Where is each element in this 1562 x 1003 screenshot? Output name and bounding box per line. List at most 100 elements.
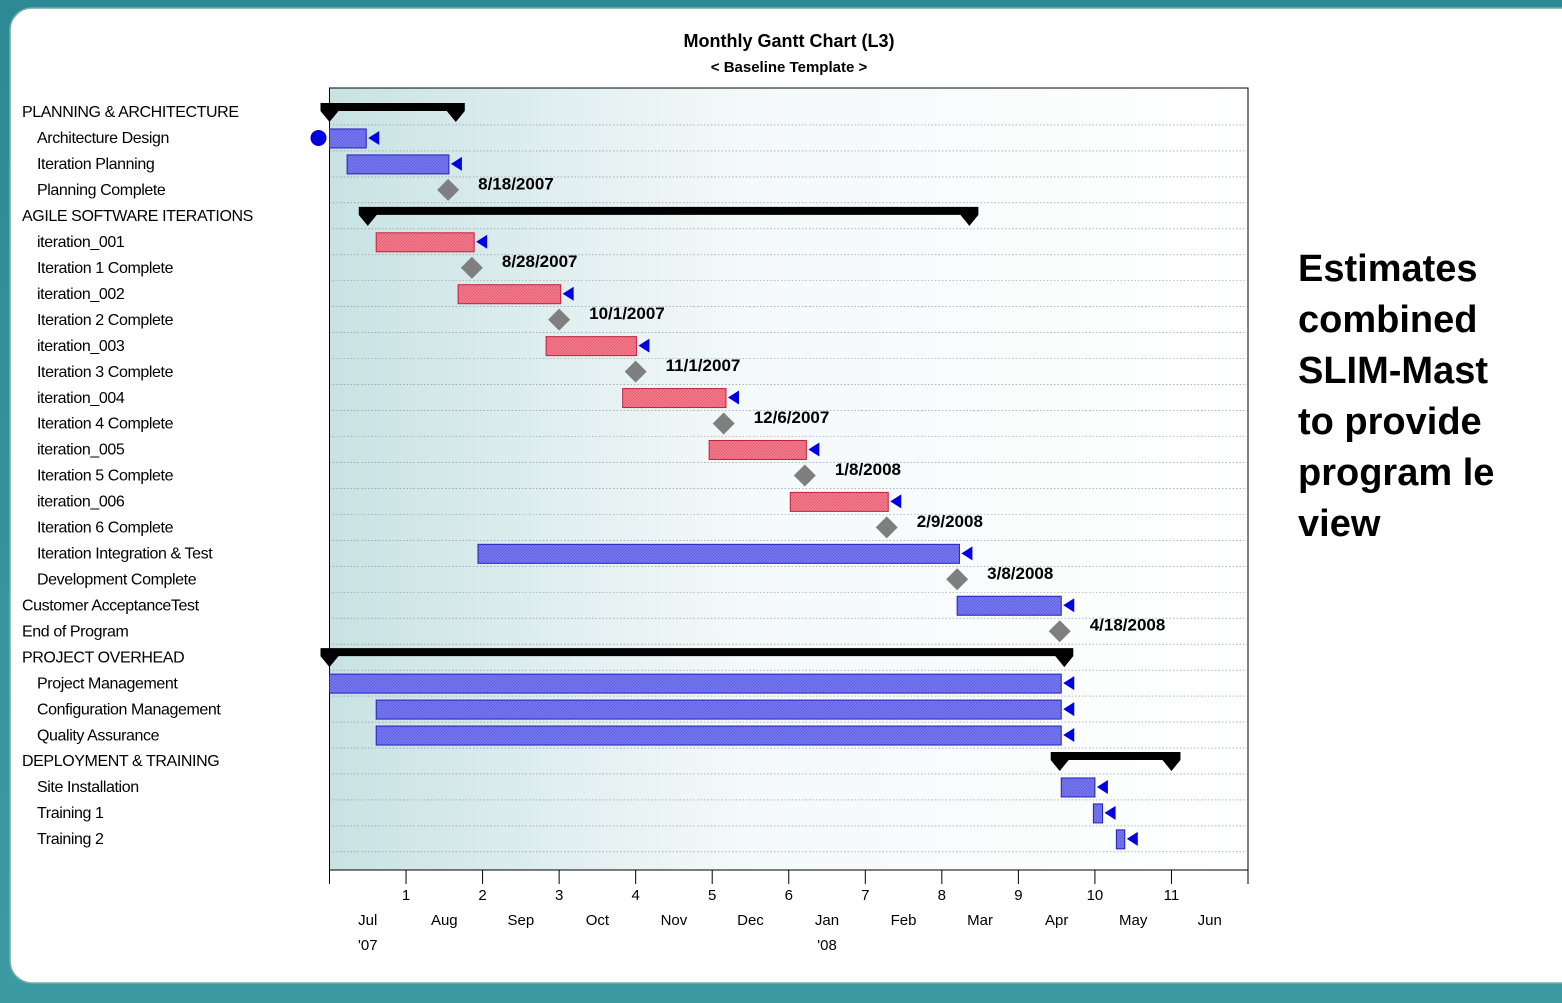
x-tick-label: 6 [785,887,793,904]
task-bar [708,439,807,460]
task-bar [622,388,727,409]
task-name: Iteration 2 Complete [37,312,174,329]
link-arrow [890,494,902,509]
x-tick-label: 1 [402,887,410,904]
month-label: Apr [1045,912,1068,929]
task-name: iteration_001 [37,234,125,251]
task-name: Planning Complete [37,182,166,199]
task-name: DEPLOYMENT & TRAINING [22,753,219,770]
month-label: May [1119,912,1148,929]
task-bar [329,673,1062,694]
task-name: Iteration 1 Complete [37,260,174,277]
task-name: iteration_002 [37,286,125,303]
task-bar [375,699,1062,720]
task-name: Iteration 6 Complete [37,520,174,537]
milestone-label: 11/1/2007 [666,356,741,375]
side-text: view [1298,503,1381,545]
link-arrow [638,338,650,353]
milestone [712,412,735,435]
milestone-label: 10/1/2007 [589,304,665,323]
task-name: Iteration 5 Complete [37,468,174,485]
task-bar [375,232,475,253]
task-name: Project Management [37,675,178,692]
task-name: Iteration Integration & Test [37,546,213,563]
x-tick-label: 3 [555,887,563,904]
task-name: Training 1 [37,805,104,822]
task-name: Training 2 [37,831,104,848]
task-name: PROJECT OVERHEAD [22,649,184,666]
month-label: Jan [815,912,839,929]
link-arrow [476,234,488,249]
link-arrow [1096,779,1108,794]
start-marker [310,129,327,146]
milestone-label: 1/8/2008 [835,460,901,479]
milestone [1048,620,1071,643]
milestone [875,516,898,539]
x-tick-label: 7 [861,887,869,904]
gantt: 1 2 3 4 5 6 7 8 9 10 11 Jul '07 Aug Sep Oct Nov Dec Jan '08… [22,103,1494,954]
milestone-label: 12/6/2007 [754,408,830,427]
task-name: AGILE SOFTWARE ITERATIONS [22,208,253,225]
link-arrow [1063,598,1075,613]
task-bar [545,336,637,357]
task-name: Iteration 3 Complete [37,364,174,381]
x-tick-label: 2 [478,887,486,904]
milestone-label: 8/18/2007 [478,174,554,193]
milestone-label: 4/18/2008 [1090,616,1166,635]
x-tick-label: 8 [938,887,946,904]
milestone-label: 2/9/2008 [917,512,983,531]
link-arrow [1126,831,1138,846]
month-label: Feb [891,912,917,929]
task-name: Architecture Design [37,130,169,147]
link-arrow [1063,702,1075,717]
summary-bar [1050,752,1181,771]
task-bar [477,543,960,564]
link-arrow [562,286,574,301]
year-label: '07 [358,937,378,954]
chart-title: Monthly Gantt Chart (L3) [684,31,895,51]
link-arrow [961,546,973,561]
link-arrow [808,442,820,457]
month-label: Mar [967,912,993,929]
milestone [460,256,483,279]
task-name: iteration_006 [37,494,125,511]
task-name: Iteration 4 Complete [37,416,174,433]
milestone-label: 8/28/2007 [502,252,578,271]
side-text: SLIM-Mast [1298,350,1488,392]
milestone [548,308,571,331]
task-name: iteration_004 [37,390,125,407]
task-name: iteration_003 [37,338,125,355]
task-bar [375,725,1062,746]
task-name: Quality Assurance [37,727,160,744]
task-bar [457,284,562,305]
link-arrow [1063,728,1075,743]
milestone [624,360,647,383]
side-text: program le [1298,452,1494,494]
month-label: Jul [358,912,377,929]
summary-bar [358,206,979,226]
task-bar [1115,829,1126,850]
x-tick-label: 4 [631,887,639,904]
link-arrow [727,390,739,405]
task-bar [789,491,889,512]
x-tick-label: 5 [708,887,716,904]
x-tick-label: 11 [1164,887,1180,904]
milestone-label: 3/8/2008 [987,564,1053,583]
milestone [437,178,460,201]
milestone [793,464,816,487]
month-label: Sep [508,912,535,929]
task-name: Iteration Planning [37,156,154,173]
task-name: Site Installation [37,779,139,796]
side-text: combined [1298,299,1477,341]
task-bar [329,128,367,149]
task-name: Customer AcceptanceTest [22,597,200,614]
link-arrow [450,156,462,171]
month-label: Dec [737,912,764,929]
month-label: Nov [661,912,688,929]
x-tick-label: 9 [1014,887,1022,904]
task-bar [1092,803,1104,824]
month-label: Jun [1198,912,1222,929]
link-arrow [1104,805,1116,820]
task-name: Development Complete [37,571,197,588]
